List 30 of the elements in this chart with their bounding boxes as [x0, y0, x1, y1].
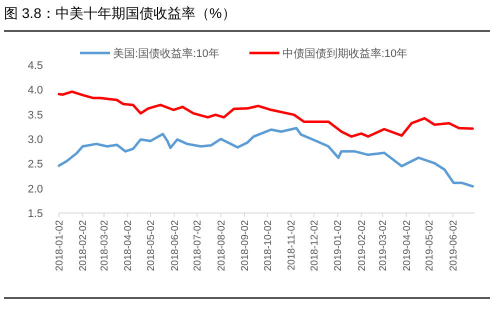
- x-tick-label: 2018-08-02: [216, 220, 228, 272]
- x-tick-label: 2018-03-02: [100, 220, 111, 272]
- y-tick-label: 3.0: [28, 134, 43, 146]
- x-tick-label: 2018-05-02: [146, 220, 158, 272]
- line-series: [58, 126, 474, 188]
- x-tick-label: 2018-07-02: [192, 220, 204, 272]
- y-tick-label: 3.5: [28, 109, 43, 122]
- x-tick-label: 2019-03-02: [378, 220, 390, 272]
- legend-label: 中债国债到期收益率:10年: [282, 47, 408, 60]
- x-tick-label: 2018-02-02: [78, 220, 90, 272]
- y-tick-label: 4.5: [28, 60, 43, 72]
- legend-label: 美国:国债收益率:10年: [113, 47, 220, 60]
- x-tick-label: 2019-06-02: [448, 220, 460, 272]
- y-tick-label: 2.5: [28, 158, 43, 171]
- x-tick-label: 2018-01-02: [54, 220, 66, 272]
- x-tick-label: 2019-02-02: [356, 220, 368, 272]
- x-tick-label: 2018-10-02: [262, 220, 274, 272]
- x-tick-label: 2019-05-02: [424, 220, 436, 272]
- y-tick-label: 4.0: [28, 84, 43, 97]
- y-tick-label: 2.0: [28, 183, 43, 196]
- x-tick-label: 2018-04-02: [123, 220, 134, 272]
- x-tick-label: 2018-09-02: [240, 220, 251, 272]
- x-tick-label: 2019-04-02: [402, 220, 413, 272]
- x-tick-label: 2018-11-02: [286, 220, 298, 270]
- x-tick-label: 2018-06-02: [170, 220, 181, 272]
- y-tick-label: 1.5: [28, 208, 43, 220]
- chart-title: 图 3.8：中美十年期国债收益率（%）: [4, 5, 236, 21]
- x-tick-label: 2019-01-02: [333, 220, 344, 272]
- x-tick-label: 2018-12-02: [309, 220, 320, 272]
- line-series: [58, 90, 474, 138]
